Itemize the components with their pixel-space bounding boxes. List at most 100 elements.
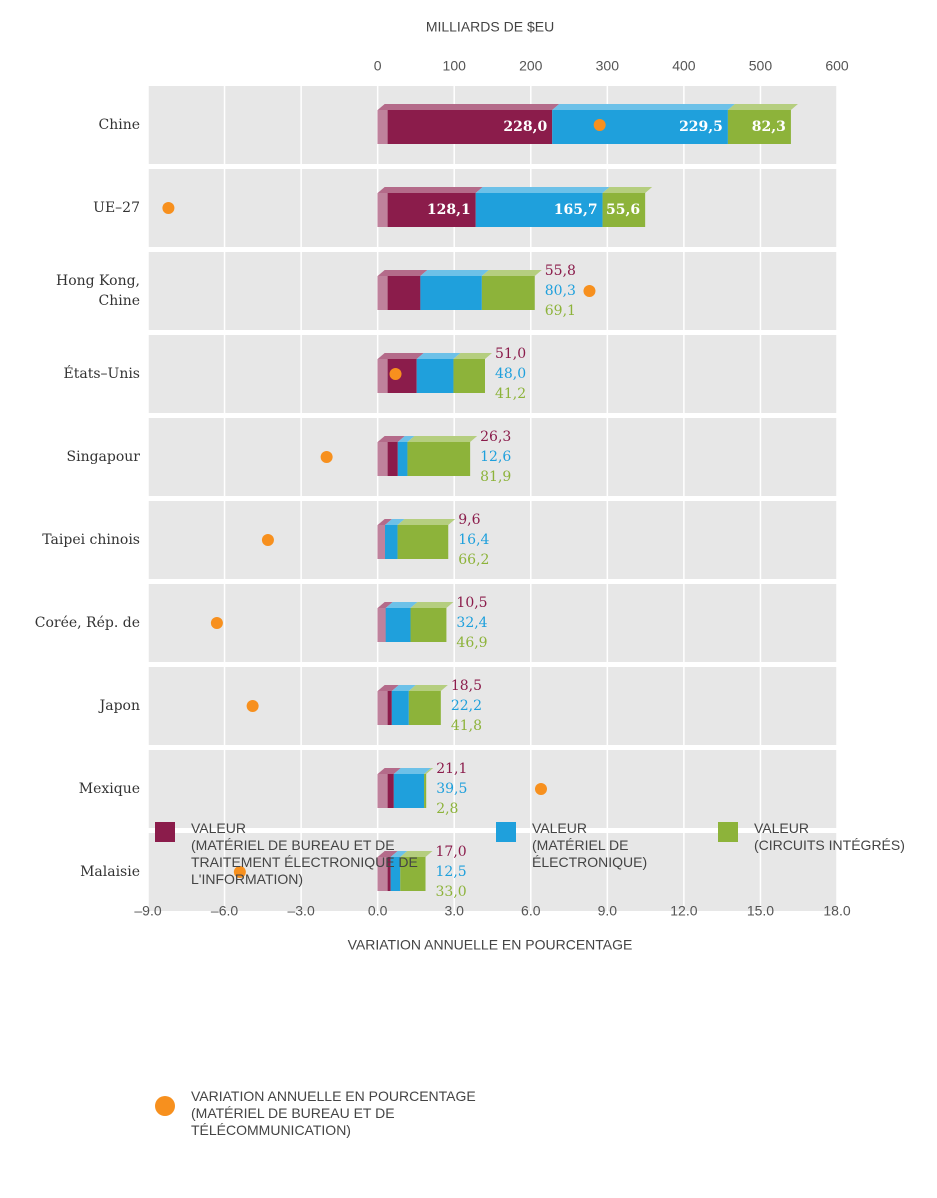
row-band <box>148 418 837 496</box>
dot <box>246 700 259 712</box>
x-tick-label: 200 <box>519 58 543 74</box>
value-label: 21,1 <box>436 761 467 777</box>
bar-top <box>481 270 542 276</box>
bar <box>602 193 646 227</box>
value-label: 16,4 <box>458 532 489 548</box>
dot <box>583 285 596 297</box>
bar <box>552 110 728 144</box>
value-label: 48,0 <box>495 366 526 382</box>
value-label: 32,4 <box>456 615 487 631</box>
value-label: 229,5 <box>679 119 723 135</box>
bar <box>385 608 411 642</box>
bar-side <box>377 110 388 144</box>
x2-tick-label: –9.0 <box>134 903 161 919</box>
value-label: 26,3 <box>480 429 511 445</box>
bar <box>424 774 427 808</box>
bar-top <box>385 519 405 525</box>
value-label: 41,2 <box>495 386 526 402</box>
x-axis-title: MILLIARDS DE $EU <box>426 19 554 35</box>
bar-top <box>377 768 401 774</box>
value-label: 22,2 <box>451 698 482 714</box>
bar <box>416 359 454 393</box>
bar-top <box>602 187 653 193</box>
bar-top <box>552 104 735 110</box>
value-label: 81,9 <box>480 469 511 485</box>
x-tick-label: 0 <box>374 58 382 74</box>
bar-top <box>390 851 408 857</box>
value-label: 18,5 <box>451 678 482 694</box>
bar-top <box>393 768 432 774</box>
bar <box>408 691 441 725</box>
bar-top <box>408 685 448 691</box>
value-label: 33,0 <box>436 884 467 900</box>
bar-top <box>397 519 456 525</box>
bar-top <box>475 187 610 193</box>
bar-side <box>377 276 388 310</box>
value-label: 66,2 <box>458 552 489 568</box>
x2-tick-label: 6.0 <box>521 903 541 919</box>
value-label: 55,8 <box>545 263 576 279</box>
value-label: 46,9 <box>456 635 487 651</box>
x2-tick-label: –3.0 <box>287 903 314 919</box>
bar-top <box>453 353 492 359</box>
category-label: UE–27 <box>93 200 140 216</box>
bar-side <box>377 857 388 891</box>
x-tick-label: 100 <box>443 58 467 74</box>
category-label: Japon <box>98 698 140 714</box>
category-label: Mexique <box>79 781 140 797</box>
value-label: 39,5 <box>436 781 467 797</box>
bar-top <box>424 768 434 774</box>
value-label: 41,8 <box>451 718 482 734</box>
x-tick-label: 300 <box>596 58 620 74</box>
x2-tick-label: 12.0 <box>670 903 697 919</box>
bar-top <box>377 851 398 857</box>
bar <box>397 525 449 559</box>
dot <box>320 451 333 463</box>
bar-top <box>377 104 560 110</box>
x-tick-label: 500 <box>749 58 773 74</box>
legend-label: VALEUR (MATÉRIEL DE BUREAU ET DE TRAITEM… <box>191 820 418 887</box>
bar-top <box>410 602 454 608</box>
bar-top <box>377 187 483 193</box>
bar <box>475 193 603 227</box>
bar-side <box>377 193 388 227</box>
legend-swatch <box>155 822 175 842</box>
row-band <box>148 501 837 579</box>
bar-top <box>377 519 393 525</box>
row-band <box>148 667 837 745</box>
value-label: 2,8 <box>436 801 458 817</box>
dot <box>534 783 547 795</box>
bar-top <box>400 851 433 857</box>
bar <box>397 442 408 476</box>
value-label: 228,0 <box>503 119 547 135</box>
value-label: 80,3 <box>545 283 576 299</box>
bar-top <box>377 270 428 276</box>
bar <box>481 276 535 310</box>
bar-side <box>377 774 388 808</box>
bar-side <box>377 442 388 476</box>
value-label: 55,6 <box>606 202 640 218</box>
bar-top <box>407 436 478 442</box>
bar <box>393 774 425 808</box>
legend-swatch <box>718 822 738 842</box>
legend-swatch <box>155 1096 175 1116</box>
bar-top <box>385 602 418 608</box>
category-label: Hong Kong, Chine <box>56 273 140 309</box>
bar <box>410 608 447 642</box>
category-label: Chine <box>98 117 140 133</box>
value-label: 51,0 <box>495 346 526 362</box>
x2-tick-label: 0.0 <box>368 903 388 919</box>
value-label: 12,6 <box>480 449 511 465</box>
dot <box>389 368 402 380</box>
category-label: Malaisie <box>80 864 140 880</box>
legend-swatch <box>496 822 516 842</box>
bar <box>377 110 553 144</box>
x2-tick-label: 9.0 <box>598 903 618 919</box>
x2-tick-label: –6.0 <box>211 903 238 919</box>
bar-top <box>727 104 798 110</box>
x-tick-label: 400 <box>672 58 696 74</box>
bar-top <box>377 685 399 691</box>
bar <box>377 193 476 227</box>
bar <box>385 525 398 559</box>
